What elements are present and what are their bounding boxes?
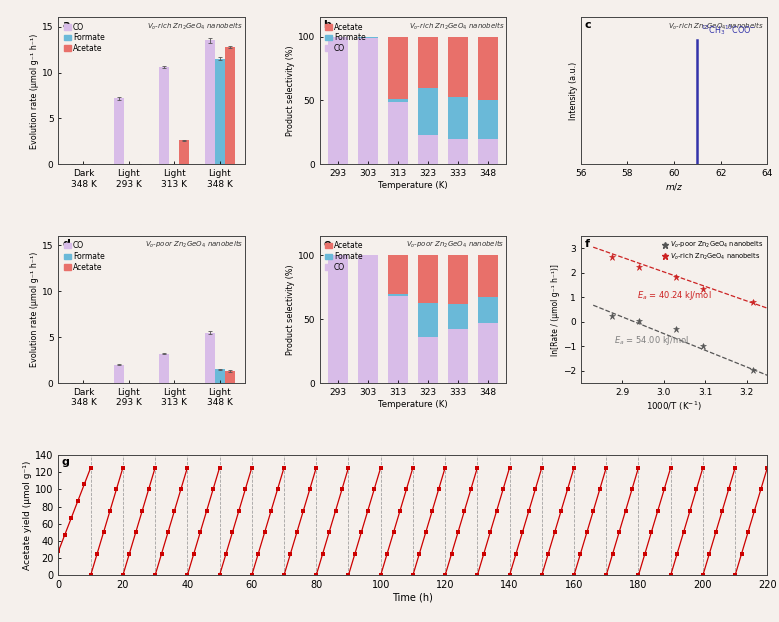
Text: $V_o$-rich Zn$_2$GeO$_4$ nanobelts: $V_o$-rich Zn$_2$GeO$_4$ nanobelts xyxy=(147,21,243,32)
Bar xyxy=(225,47,235,164)
Bar xyxy=(388,102,407,164)
Bar xyxy=(418,255,438,302)
Bar xyxy=(478,37,498,101)
Bar xyxy=(478,139,498,164)
Text: c: c xyxy=(584,21,591,30)
Text: $V_o$-poor Zn$_2$GeO$_4$ nanobelts: $V_o$-poor Zn$_2$GeO$_4$ nanobelts xyxy=(406,239,504,250)
Y-axis label: Product selectivity (%): Product selectivity (%) xyxy=(286,45,294,136)
Bar xyxy=(448,37,467,96)
Legend: CO, Formate, Acetate: CO, Formate, Acetate xyxy=(62,21,106,54)
Text: e: e xyxy=(323,239,331,249)
Text: b: b xyxy=(323,21,331,30)
Legend: CO, Formate, Acetate: CO, Formate, Acetate xyxy=(62,240,106,273)
Bar xyxy=(358,37,378,38)
Bar xyxy=(328,255,347,383)
Text: $V_o$-rich Zn$_2$GeO$_4$ nanobelts: $V_o$-rich Zn$_2$GeO$_4$ nanobelts xyxy=(408,21,504,32)
Bar xyxy=(205,40,215,164)
Y-axis label: Evolution rate (μmol g⁻¹ h⁻¹): Evolution rate (μmol g⁻¹ h⁻¹) xyxy=(30,252,39,368)
Bar xyxy=(448,255,467,304)
Bar xyxy=(418,88,438,135)
Bar xyxy=(179,141,189,164)
Bar xyxy=(448,139,467,164)
Bar xyxy=(388,296,407,383)
X-axis label: Temperature (K): Temperature (K) xyxy=(378,400,448,409)
Bar xyxy=(388,255,407,294)
Bar xyxy=(448,96,467,139)
Bar xyxy=(388,294,407,296)
Bar xyxy=(215,369,225,383)
Text: $E_a$ = 54.00 kJ/mol: $E_a$ = 54.00 kJ/mol xyxy=(615,335,689,348)
X-axis label: $m/z$: $m/z$ xyxy=(664,181,683,192)
Bar xyxy=(478,101,498,139)
Y-axis label: Acetate yield (μmol g⁻¹): Acetate yield (μmol g⁻¹) xyxy=(23,460,32,570)
X-axis label: Temperature (K): Temperature (K) xyxy=(378,181,448,190)
X-axis label: Time (h): Time (h) xyxy=(393,593,433,603)
Bar xyxy=(160,67,170,164)
Bar xyxy=(478,255,498,297)
Bar xyxy=(160,354,170,383)
Legend: Acetate, Formate, CO: Acetate, Formate, CO xyxy=(323,21,368,54)
Bar xyxy=(448,304,467,330)
Y-axis label: ln[Rate / (μmol g⁻¹ h⁻¹)]: ln[Rate / (μmol g⁻¹ h⁻¹)] xyxy=(551,264,560,356)
Text: $E_a$ = 40.24 kJ/mol: $E_a$ = 40.24 kJ/mol xyxy=(636,289,711,302)
Y-axis label: Product selectivity (%): Product selectivity (%) xyxy=(286,264,294,355)
Bar xyxy=(358,255,378,383)
Bar xyxy=(114,364,124,383)
Text: d: d xyxy=(62,239,70,249)
Bar xyxy=(328,37,347,164)
Bar xyxy=(205,333,215,383)
Bar xyxy=(418,135,438,164)
Bar xyxy=(418,337,438,383)
Text: a: a xyxy=(62,21,69,30)
Text: $V_o$-rich Zn$_2$GeO$_4$ nanobelts: $V_o$-rich Zn$_2$GeO$_4$ nanobelts xyxy=(668,21,763,32)
Text: $V_o$-poor Zn$_2$GeO$_4$ nanobelts: $V_o$-poor Zn$_2$GeO$_4$ nanobelts xyxy=(145,239,243,250)
Bar xyxy=(478,323,498,383)
X-axis label: 1000/T (K$^{-1}$): 1000/T (K$^{-1}$) xyxy=(647,400,702,413)
Text: $^{13}$CH$_3$$^{13}$COO$^{-}$: $^{13}$CH$_3$$^{13}$COO$^{-}$ xyxy=(701,23,756,37)
Bar xyxy=(448,330,467,383)
Legend: Acetate, Fomate, CO: Acetate, Fomate, CO xyxy=(323,240,365,273)
Bar xyxy=(388,99,407,102)
Bar xyxy=(418,37,438,88)
Bar xyxy=(388,37,407,99)
Bar xyxy=(215,58,225,164)
Bar xyxy=(114,98,124,164)
Bar xyxy=(478,297,498,323)
Bar xyxy=(418,302,438,337)
Legend: $V_o$-poor Zn$_2$GeO$_4$ nanobelts, $V_o$-rich Zn$_2$GeO$_4$ nanobelts: $V_o$-poor Zn$_2$GeO$_4$ nanobelts, $V_o… xyxy=(662,239,764,262)
Y-axis label: Intensity (a.u.): Intensity (a.u.) xyxy=(569,62,578,120)
Text: g: g xyxy=(62,457,69,467)
Y-axis label: Evolution rate (μmol g⁻¹ h⁻¹): Evolution rate (μmol g⁻¹ h⁻¹) xyxy=(30,33,39,149)
Bar xyxy=(358,38,378,164)
Text: f: f xyxy=(584,239,590,249)
Bar xyxy=(225,371,235,383)
